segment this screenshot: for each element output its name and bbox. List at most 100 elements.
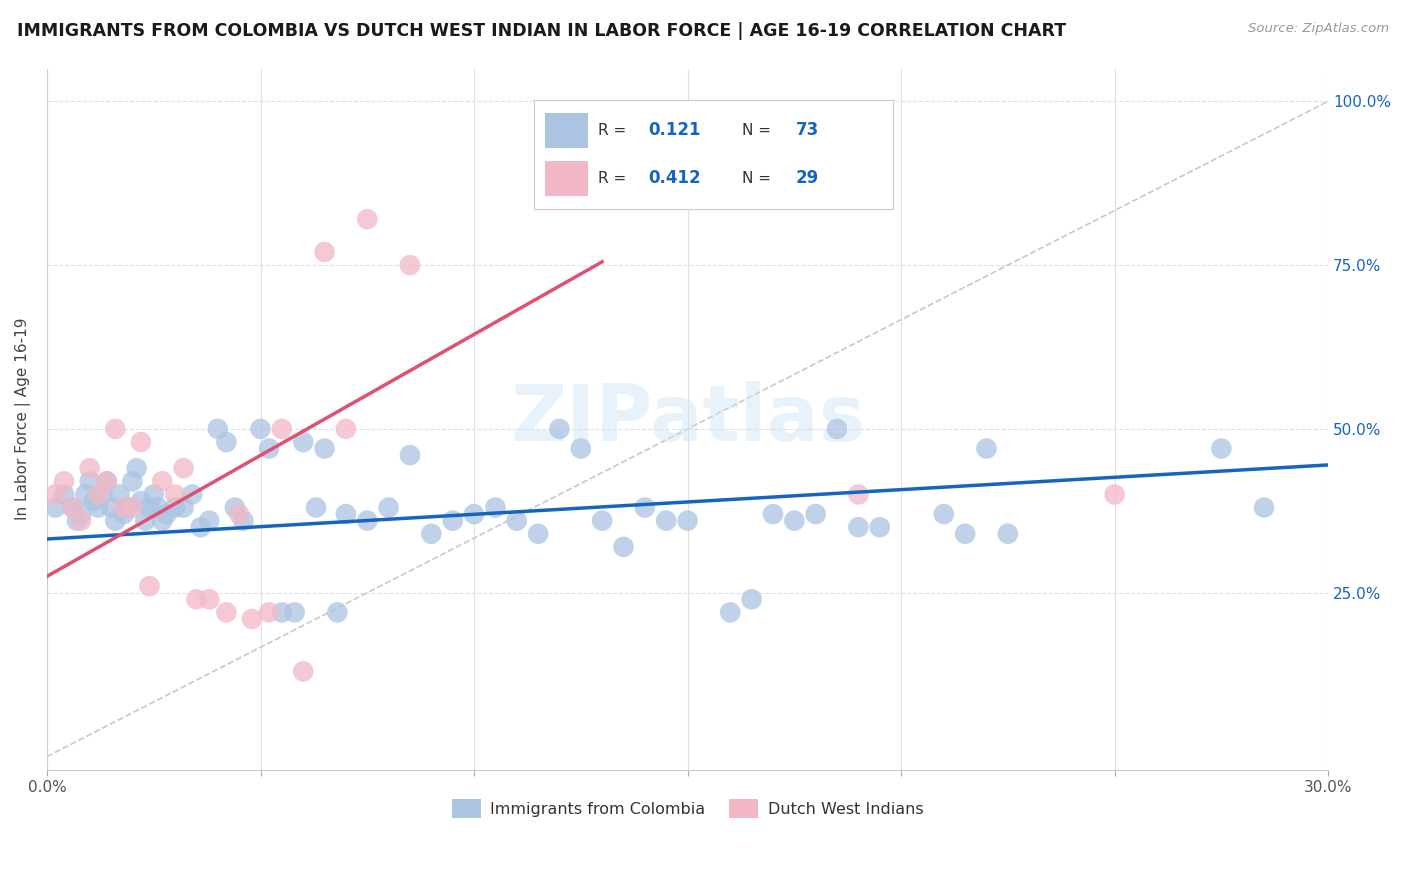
Point: [762, 507, 785, 521]
Point: [121, 475, 143, 489]
Point: [249, 422, 271, 436]
Point: [134, 514, 156, 528]
Point: [848, 487, 870, 501]
Point: [335, 507, 357, 521]
Point: [718, 606, 741, 620]
Point: [62, 500, 84, 515]
Point: [79, 475, 101, 489]
Point: [100, 500, 122, 515]
Point: [198, 592, 221, 607]
Point: [173, 461, 195, 475]
Point: [506, 514, 529, 528]
Point: [129, 494, 152, 508]
Point: [53, 487, 76, 501]
Point: [270, 606, 292, 620]
Point: [314, 442, 336, 456]
Point: [125, 461, 148, 475]
Point: [198, 514, 221, 528]
Point: [270, 422, 292, 436]
Point: [335, 422, 357, 436]
Point: [548, 422, 571, 436]
Point: [976, 442, 998, 456]
Point: [87, 487, 110, 501]
Point: [997, 526, 1019, 541]
Point: [87, 500, 110, 515]
Point: [804, 507, 827, 521]
Point: [44, 487, 66, 501]
Point: [224, 500, 246, 515]
Point: [142, 487, 165, 501]
Point: [869, 520, 891, 534]
Point: [215, 435, 238, 450]
Point: [399, 258, 422, 272]
Text: IMMIGRANTS FROM COLOMBIA VS DUTCH WEST INDIAN IN LABOR FORCE | AGE 16-19 CORRELA: IMMIGRANTS FROM COLOMBIA VS DUTCH WEST I…: [17, 22, 1066, 40]
Point: [83, 494, 105, 508]
Point: [62, 500, 84, 515]
Point: [1211, 442, 1233, 456]
Point: [117, 500, 139, 515]
Point: [420, 526, 443, 541]
Point: [108, 487, 131, 501]
Point: [112, 507, 135, 521]
Point: [377, 500, 399, 515]
Point: [190, 520, 212, 534]
Point: [104, 514, 127, 528]
Point: [173, 500, 195, 515]
Point: [305, 500, 328, 515]
Point: [240, 612, 263, 626]
Point: [181, 487, 204, 501]
Point: [150, 475, 173, 489]
Point: [484, 500, 506, 515]
Point: [129, 435, 152, 450]
Point: [284, 606, 307, 620]
Point: [75, 487, 97, 501]
Point: [527, 526, 550, 541]
Point: [356, 212, 378, 227]
Legend: Immigrants from Colombia, Dutch West Indians: Immigrants from Colombia, Dutch West Ind…: [446, 792, 929, 825]
Point: [399, 448, 422, 462]
Text: ZIPatlas: ZIPatlas: [510, 381, 865, 457]
Point: [66, 514, 89, 528]
Point: [326, 606, 349, 620]
Point: [612, 540, 634, 554]
Point: [112, 500, 135, 515]
Point: [70, 514, 93, 528]
Point: [53, 475, 76, 489]
Point: [741, 592, 763, 607]
Point: [569, 442, 592, 456]
Point: [138, 500, 160, 515]
Point: [932, 507, 955, 521]
Point: [463, 507, 485, 521]
Point: [676, 514, 699, 528]
Point: [121, 500, 143, 515]
Point: [356, 514, 378, 528]
Point: [96, 475, 118, 489]
Point: [848, 520, 870, 534]
Point: [953, 526, 976, 541]
Point: [165, 487, 187, 501]
Point: [1104, 487, 1126, 501]
Point: [292, 435, 315, 450]
Point: [96, 475, 118, 489]
Point: [228, 507, 250, 521]
Y-axis label: In Labor Force | Age 16-19: In Labor Force | Age 16-19: [15, 318, 31, 520]
Point: [138, 579, 160, 593]
Point: [79, 461, 101, 475]
Point: [150, 514, 173, 528]
Point: [104, 422, 127, 436]
Point: [215, 606, 238, 620]
Point: [146, 500, 169, 515]
Point: [186, 592, 208, 607]
Point: [207, 422, 229, 436]
Point: [441, 514, 464, 528]
Point: [783, 514, 806, 528]
Point: [655, 514, 678, 528]
Point: [591, 514, 613, 528]
Point: [825, 422, 848, 436]
Point: [634, 500, 657, 515]
Point: [314, 245, 336, 260]
Point: [91, 487, 114, 501]
Point: [155, 507, 177, 521]
Point: [1253, 500, 1275, 515]
Point: [44, 500, 66, 515]
